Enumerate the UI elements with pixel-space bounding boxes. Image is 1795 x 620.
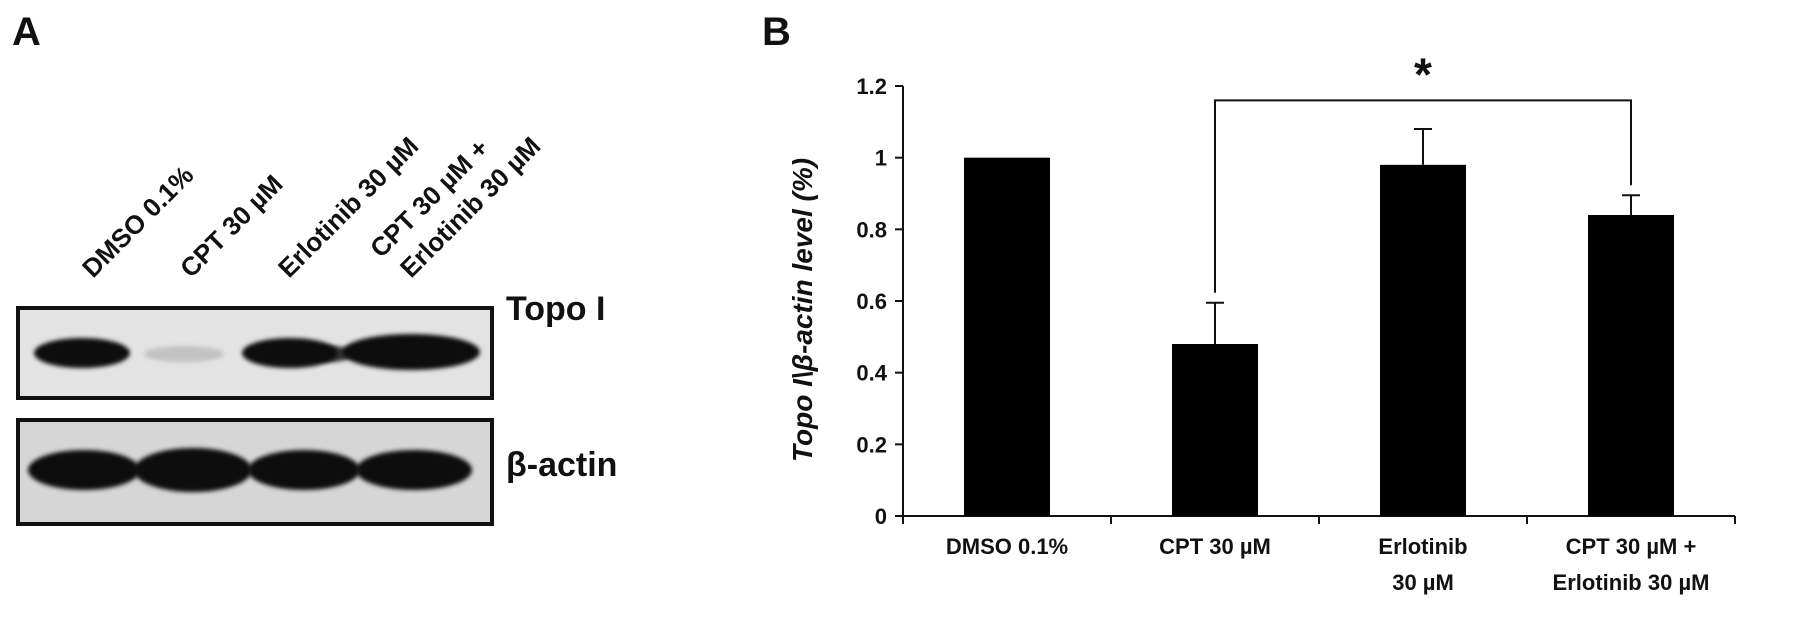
band-topo-dmso xyxy=(34,338,130,368)
y-tick-label: 0.8 xyxy=(856,217,887,242)
blot-label-beta-actin: β-actin xyxy=(506,446,618,484)
bar xyxy=(1380,164,1466,517)
band-actin-3 xyxy=(248,450,360,490)
panel-b-label: B xyxy=(762,10,791,54)
y-tick-label: 0 xyxy=(875,504,887,529)
blot-beta-actin xyxy=(16,418,494,526)
bar xyxy=(1588,215,1674,516)
y-tick-label: 1.2 xyxy=(856,74,887,99)
x-category-label: CPT 30 µM + xyxy=(1566,534,1697,559)
bar xyxy=(1172,344,1258,516)
x-category-label: CPT 30 µM xyxy=(1159,534,1271,559)
bar xyxy=(964,157,1050,516)
y-tick-label: 0.4 xyxy=(856,361,887,386)
y-tick-label: 0.2 xyxy=(856,432,887,457)
blot-label-topo-i: Topo I xyxy=(506,290,606,328)
x-category-label: DMSO 0.1% xyxy=(946,534,1068,559)
y-tick-label: 1 xyxy=(875,146,887,171)
band-actin-4 xyxy=(356,450,472,490)
significance-marker: * xyxy=(1414,48,1432,100)
panel-a-label: A xyxy=(12,10,41,54)
significance-bracket xyxy=(1214,99,1632,293)
x-category-label: Erlotinib 30 µM xyxy=(1553,570,1710,595)
band-topo-cpt xyxy=(144,346,224,362)
x-category-label: 30 µM xyxy=(1392,570,1454,595)
x-category-label: Erlotinib xyxy=(1378,534,1467,559)
y-tick-label: 0.6 xyxy=(856,289,887,314)
band-actin-1 xyxy=(28,450,140,490)
y-axis-label: Topo I\β-actin level (%) xyxy=(787,158,818,462)
band-actin-2 xyxy=(134,448,252,492)
blot-topo-i xyxy=(16,306,494,400)
band-topo-combo xyxy=(342,334,480,370)
